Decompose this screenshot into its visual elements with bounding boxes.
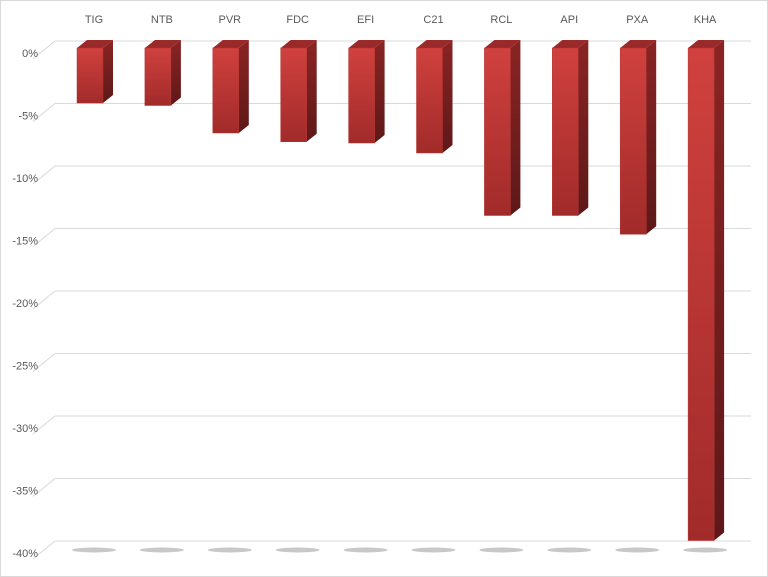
bar-top: [348, 40, 385, 48]
bar-C21: [416, 47, 443, 154]
x-tick-label: C21: [423, 14, 443, 26]
bar-side: [510, 40, 521, 216]
bar-floor-shadow: [547, 547, 592, 553]
bar-FDC: [280, 47, 307, 142]
x-tick-label: API: [560, 14, 578, 26]
bar-top: [77, 40, 113, 48]
bar-floor-shadow: [479, 547, 524, 553]
x-tick-label: NTB: [151, 14, 173, 26]
bar-NTB: [144, 47, 172, 106]
bar-side: [238, 40, 249, 133]
bar-RCL: [484, 47, 511, 216]
y-tick-label: -35%: [12, 486, 38, 498]
y-tick-label: -15%: [12, 236, 38, 248]
y-tick-label: -30%: [12, 423, 38, 435]
bar-PVR: [212, 47, 240, 134]
gridline-depth: [32, 415, 56, 435]
bar-side: [646, 40, 657, 235]
bar-top: [688, 40, 725, 48]
bar-floor-shadow: [72, 547, 116, 553]
bar-API: [552, 47, 579, 216]
x-tick-label: PVR: [218, 14, 241, 26]
gridline-depth: [32, 165, 56, 185]
bar-top: [552, 40, 589, 48]
x-tick-label: FDC: [286, 14, 309, 26]
bar-side: [103, 40, 113, 103]
bar-top: [620, 40, 657, 48]
y-tick-label: -5%: [18, 111, 38, 123]
bar-side: [578, 40, 589, 216]
gridline-depth: [32, 103, 56, 122]
bar-floor-shadow: [275, 547, 320, 553]
bar-top: [212, 40, 249, 48]
bar-floor-shadow: [683, 547, 728, 553]
bar-floor-shadow: [615, 547, 660, 553]
bar-top: [484, 40, 521, 48]
bar-TIG: [76, 47, 104, 104]
y-tick-label: -20%: [12, 298, 38, 310]
gridline-depth: [32, 290, 56, 310]
y-tick-label: -10%: [12, 173, 38, 185]
bar-side: [170, 40, 181, 106]
bar-side: [442, 40, 453, 153]
bar-side: [374, 40, 385, 143]
bar-floor-shadow: [343, 547, 388, 553]
x-tick-label: TIG: [85, 14, 103, 26]
bar-top: [280, 40, 317, 48]
y-tick-label: -25%: [12, 361, 38, 373]
bar-side: [306, 40, 317, 142]
bar-KHA: [687, 47, 715, 541]
bar-floor-shadow: [207, 547, 252, 553]
bar-EFI: [348, 47, 375, 144]
bar-top: [416, 40, 453, 48]
bar-top: [144, 40, 181, 48]
x-tick-label: RCL: [490, 14, 512, 26]
x-tick-label: KHA: [694, 14, 717, 26]
x-tick-label: EFI: [357, 14, 374, 26]
x-tick-label: PXA: [626, 14, 649, 26]
gridline-depth: [32, 40, 56, 60]
y-tick-label: -40%: [12, 548, 38, 560]
bar-side: [714, 40, 725, 541]
bar-floor-shadow: [411, 547, 456, 553]
bar-floor-shadow: [139, 547, 184, 553]
gridline-depth: [32, 353, 56, 372]
bar-PXA: [619, 47, 647, 235]
gridline-depth: [32, 540, 56, 560]
gridline-depth: [32, 478, 56, 497]
gridline-depth: [32, 228, 56, 247]
y-tick-label: 0%: [22, 48, 38, 60]
